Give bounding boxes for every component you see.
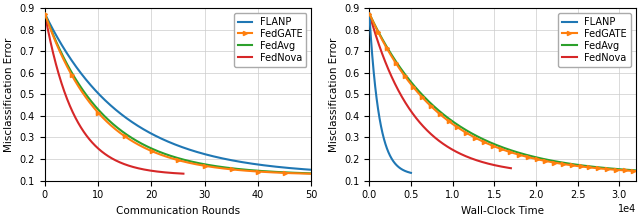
FedNova [507,167,515,170]
FedAvg [632,169,639,172]
FLANP [405,171,413,174]
Line: FedGATE: FedGATE [367,11,638,173]
FLANP [407,172,415,174]
FedAvg [393,61,401,64]
FedGATE [483,142,490,145]
FedNova [468,157,476,160]
FedAvg [307,172,315,175]
FedGATE [573,165,581,167]
FedAvg [41,12,49,15]
FedNova [180,172,188,175]
FedAvg [473,135,481,138]
FedNova [422,127,429,130]
FedGATE [393,63,401,66]
FedNova [42,15,49,17]
FedAvg [483,139,490,142]
FedNova [383,63,390,66]
FLANP [373,101,381,103]
FLANP [301,168,308,171]
Y-axis label: Misclassification Error: Misclassification Error [329,37,339,152]
X-axis label: Communication Rounds: Communication Rounds [116,206,240,216]
Line: FedGATE: FedGATE [43,11,314,176]
FedNova [365,12,373,15]
FLANP [367,38,375,40]
FedAvg [185,160,193,162]
FedGATE [365,12,373,15]
FLANP [168,142,175,144]
Line: FedAvg: FedAvg [369,14,636,170]
FedGATE [473,137,481,140]
FedAvg [365,12,373,15]
FedGATE [301,172,308,175]
FedNova [468,158,476,160]
Legend: FLANP, FedGATE, FedAvg, FedNova: FLANP, FedGATE, FedAvg, FedNova [558,13,631,67]
FedNova [41,12,49,15]
FedGATE [41,12,49,15]
FedGATE [548,161,556,164]
FedAvg [578,164,586,167]
FedAvg [169,155,177,158]
FedGATE [200,164,207,167]
FedGATE [168,157,175,160]
FedGATE [169,157,177,160]
FedGATE [578,165,586,168]
FedAvg [200,163,207,165]
FedAvg [301,172,308,174]
Line: FedNova: FedNova [45,14,184,174]
FLANP [200,152,207,155]
FLANP [41,12,49,15]
Y-axis label: Misclassification Error: Misclassification Error [4,37,14,152]
FedNova [454,152,462,154]
FedGATE [307,172,315,175]
FedNova [166,172,174,174]
FLANP [185,148,193,151]
FLANP [404,170,412,173]
FLANP [365,12,373,15]
FedAvg [259,170,267,172]
FedNova [158,171,166,173]
FLANP [259,164,267,167]
FedNova [126,165,134,167]
FedGATE [259,170,267,173]
FLANP [169,142,177,145]
FLANP [307,169,315,171]
FedAvg [573,163,581,166]
FedGATE [632,170,639,172]
Line: FLANP: FLANP [45,14,311,170]
FedGATE [185,161,193,164]
FedNova [124,164,131,167]
Line: FLANP: FLANP [369,14,411,173]
Line: FedNova: FedNova [369,14,511,168]
FedAvg [548,160,556,162]
FedNova [412,116,419,119]
FedAvg [168,155,175,158]
X-axis label: Wall-Clock Time: Wall-Clock Time [461,206,544,216]
Legend: FLANP, FedGATE, FedAvg, FedNova: FLANP, FedGATE, FedAvg, FedNova [234,13,307,67]
Line: FedAvg: FedAvg [45,14,311,173]
FLANP [376,122,384,124]
FLANP [368,49,376,51]
FedNova [123,164,131,166]
